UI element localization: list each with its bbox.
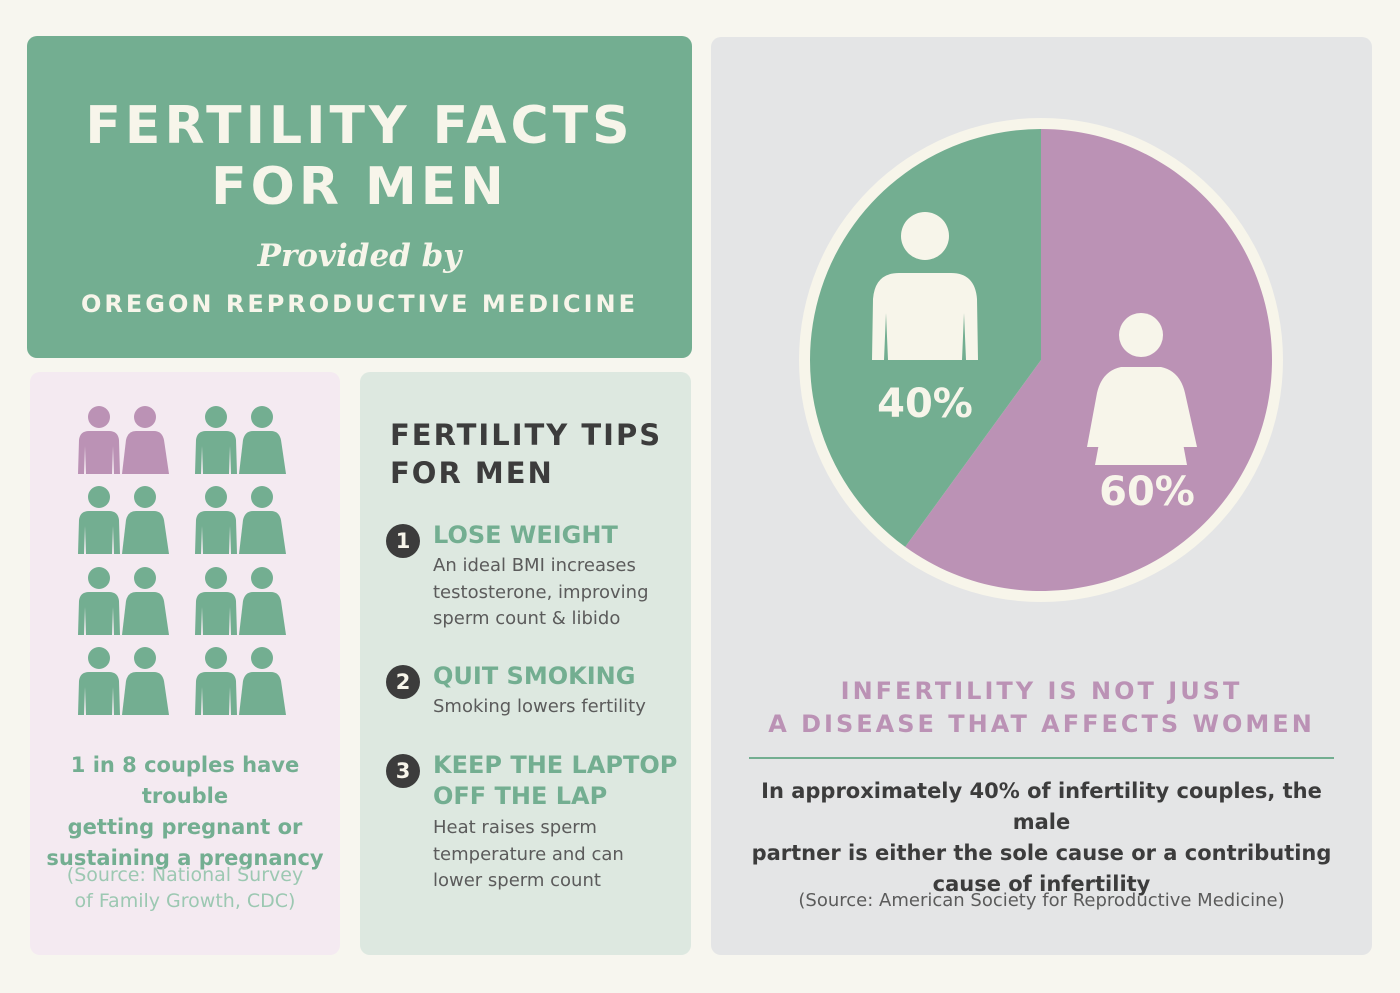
- couples-source: (Source: National Survey of Family Growt…: [30, 862, 340, 914]
- tip-body-line: An ideal BMI increases: [433, 555, 636, 576]
- couples-source-line2: of Family Growth, CDC): [74, 890, 296, 912]
- tip-body-line: testosterone, improving: [433, 581, 649, 603]
- pie-description-line1: In approximately 40% of infertility coup…: [761, 779, 1322, 834]
- man-icon: [872, 212, 978, 360]
- tip-title: KEEP THE LAPTOP OFF THE LAP: [433, 750, 693, 812]
- tip-title: LOSE WEIGHT: [433, 521, 618, 549]
- couples-text-line2: getting pregnant or: [67, 815, 303, 839]
- tip-body-line: sperm count & libido: [433, 608, 621, 629]
- pie-source: (Source: American Society for Reproducti…: [798, 890, 1285, 911]
- divider: [749, 757, 1334, 759]
- couple-icon: [195, 406, 286, 474]
- title-panel: FERTILITY FACTS FOR MEN Provided by OREG…: [27, 36, 692, 358]
- couple-icon: [78, 647, 169, 715]
- pie-headline: INFERTILITY IS NOT JUST A DISEASE THAT A…: [711, 675, 1372, 741]
- tip-title-line: OFF THE LAP: [433, 782, 608, 810]
- couple-icon: [195, 486, 286, 554]
- pie-description-line3: cause of infertility: [932, 872, 1151, 896]
- tips-heading-line2: FOR MEN: [390, 456, 554, 490]
- organization-name: OREGON REPRODUCTIVE MEDICINE: [81, 290, 638, 318]
- couples-text-line1: 1 in 8 couples have trouble: [70, 753, 300, 808]
- pie-panel: 40% 60% INFERTILITY IS NOT JUST A DISEASE…: [711, 37, 1372, 955]
- tips-heading-line1: FERTILITY TIPS: [390, 418, 663, 452]
- couple-icon: [195, 567, 286, 635]
- pie-description: In approximately 40% of infertility coup…: [731, 776, 1352, 900]
- couples-statistic: 1 in 8 couples have trouble getting preg…: [30, 750, 340, 874]
- couple-icon: [78, 567, 169, 635]
- pie-description-line2: partner is either the sole cause or a co…: [751, 841, 1332, 865]
- pie-chart: 40% 60%: [799, 118, 1283, 602]
- couple-icon: [78, 486, 169, 554]
- tip-body-line: Smoking lowers fertility: [433, 696, 646, 717]
- tip-body: Smoking lowers fertility: [433, 694, 683, 721]
- couple-icon: [195, 647, 286, 715]
- tip-body: An ideal BMI increases testosterone, imp…: [433, 553, 683, 633]
- main-title-line2: FOR MEN: [211, 157, 508, 217]
- tip-body: Heat raises sperm temperature and can lo…: [433, 815, 683, 895]
- woman-icon: [1087, 313, 1197, 465]
- tip-number-badge: 1: [386, 524, 420, 558]
- tip-number-badge: 2: [386, 665, 420, 699]
- tip-title-line: KEEP THE LAPTOP: [433, 751, 678, 779]
- pie-slice: [905, 129, 1272, 591]
- pie-slice-label: 60%: [1099, 469, 1195, 515]
- couples-panel: 1 in 8 couples have trouble getting preg…: [30, 372, 340, 955]
- couples-source-line1: (Source: National Survey: [66, 864, 304, 886]
- main-title-line1: FERTILITY FACTS: [85, 96, 634, 156]
- tip-title: QUIT SMOKING: [433, 662, 636, 690]
- tip-body-line: temperature and can: [433, 843, 624, 865]
- pie-slice-label: 40%: [877, 381, 973, 427]
- pie-headline-line2: A DISEASE THAT AFFECTS WOMEN: [768, 710, 1315, 738]
- tips-panel: FERTILITY TIPS FOR MEN 1 LOSE WEIGHT An …: [360, 372, 691, 955]
- tip-body-line: lower sperm count: [433, 870, 601, 891]
- couple-icon: [78, 406, 169, 474]
- pie-headline-line1: INFERTILITY IS NOT JUST: [840, 677, 1243, 705]
- couples-text-line3: sustaining a pregnancy: [46, 846, 324, 870]
- couples-icon-grid: [78, 406, 286, 715]
- tips-heading: FERTILITY TIPS FOR MEN: [390, 416, 690, 492]
- tip-body-line: Heat raises sperm: [433, 817, 597, 838]
- provided-by-label: Provided by: [257, 238, 462, 274]
- tip-number-badge: 3: [386, 754, 420, 788]
